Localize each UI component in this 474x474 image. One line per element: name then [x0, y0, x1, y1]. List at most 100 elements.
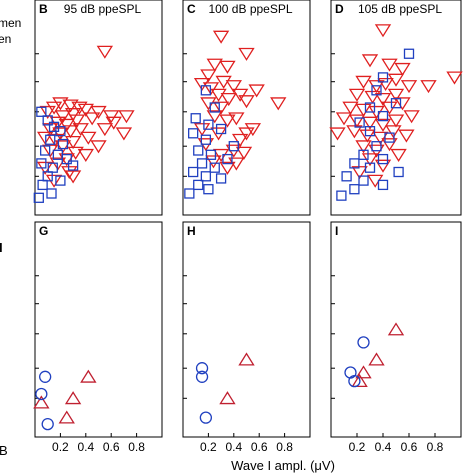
data-point-square: [55, 126, 66, 137]
data-point-triangle-down: [228, 112, 245, 126]
data-point-triangle-down: [83, 112, 101, 126]
data-point-triangle-down: [212, 30, 230, 44]
data-point-triangle-down: [355, 140, 372, 154]
left-clipped-fragments: men en I B: [0, 16, 21, 458]
data-point-square: [203, 119, 214, 130]
data-point-square: [215, 173, 227, 184]
series-square: [336, 48, 415, 201]
data-point-circle: [39, 370, 52, 383]
left-clip-text-1: men: [0, 16, 21, 30]
data-point-triangle-down: [58, 118, 75, 132]
data-point-triangle-down: [80, 131, 97, 145]
data-point-triangle-down: [374, 159, 392, 173]
panel-g: 0.2 0.4 0.6 0.8 G: [33, 221, 163, 454]
x-tick-label: 0.2: [349, 440, 366, 454]
x-tick-label: 0.2: [200, 440, 217, 454]
data-point-square: [57, 138, 69, 150]
data-point-square: [403, 48, 415, 59]
data-point-triangle-down: [39, 105, 56, 119]
panel-b: B 95 dB ppeSPL: [33, 0, 163, 216]
data-point-triangle-down: [64, 170, 82, 184]
series-triangle-up: [351, 322, 405, 388]
data-point-triangle-down: [61, 166, 78, 180]
data-point-triangle-down: [225, 80, 242, 94]
data-point-square: [228, 141, 239, 152]
plot-frame: [330, 221, 462, 438]
panel-letter: B: [39, 2, 48, 16]
data-point-square: [209, 102, 220, 113]
data-point-triangle-down: [420, 80, 437, 94]
data-point-triangle-up: [80, 369, 97, 383]
x-tick-label: 0.8: [427, 440, 444, 454]
data-point-square: [190, 113, 201, 124]
panel-d: D 105 dB ppeSPL: [329, 0, 463, 216]
data-point-triangle-up: [64, 391, 82, 405]
data-point-square: [341, 171, 352, 182]
data-point-triangle-up: [355, 365, 372, 379]
data-point-triangle-down: [235, 146, 253, 160]
data-point-circle: [357, 336, 370, 349]
data-point-triangle-down: [374, 118, 392, 132]
data-point-triangle-down: [372, 131, 389, 145]
data-point-triangle-down: [238, 47, 255, 61]
data-point-square: [209, 162, 220, 173]
plot-frame: [182, 0, 311, 216]
data-point-triangle-down: [206, 110, 223, 124]
series-triangle-down: [329, 24, 463, 188]
data-point-square: [349, 184, 360, 195]
plot-frame: [34, 221, 163, 438]
data-point-square: [390, 98, 402, 109]
data-point-triangle-down: [387, 114, 405, 128]
data-point-square: [215, 123, 227, 135]
data-point-triangle-down: [394, 97, 411, 111]
panel-i: 0.2 0.4 0.6 0.8 I: [330, 221, 462, 454]
data-point-triangle-down: [64, 135, 82, 150]
series-square: [33, 106, 79, 203]
data-point-square: [193, 179, 204, 191]
data-point-triangle-up: [33, 395, 50, 409]
plot-frame: [34, 0, 163, 216]
data-point-triangle-down: [105, 116, 122, 130]
data-point-triangle-down: [219, 114, 236, 128]
data-point-triangle-down: [54, 140, 72, 154]
data-point-square: [193, 145, 204, 156]
x-tick-label: 0.6: [401, 440, 418, 454]
series-triangle-up: [33, 369, 97, 424]
left-clip-letter-1: I: [0, 240, 3, 255]
data-point-square: [67, 160, 79, 171]
data-point-square: [377, 110, 389, 122]
data-point-triangle-down: [77, 148, 94, 162]
data-point-square: [36, 158, 47, 169]
data-point-triangle-down: [90, 140, 107, 154]
series-circle: [344, 336, 370, 388]
series-triangle-down: [193, 30, 287, 175]
series-circle: [195, 362, 213, 424]
data-point-triangle-down: [394, 62, 411, 76]
plot-frame: [330, 0, 462, 216]
data-point-triangle-down: [96, 45, 114, 59]
panel-c: C 100 dB ppeSPL: [182, 0, 311, 216]
panels-group: B 95 dB ppeSPL C 100 dB ppeSPL D 105 dB ppeSP…: [33, 0, 463, 454]
data-point-triangle-up: [219, 391, 236, 405]
data-point-triangle-down: [231, 133, 249, 147]
data-point-circle: [199, 411, 213, 424]
data-point-triangle-down: [52, 97, 69, 111]
data-point-triangle-down: [248, 84, 265, 98]
data-point-triangle-down: [361, 54, 379, 68]
panel-title: 95 dB ppeSPL: [64, 2, 142, 16]
panel-letter: G: [39, 224, 48, 238]
data-point-square: [222, 153, 233, 165]
data-point-triangle-down: [348, 114, 366, 128]
data-point-square: [45, 134, 56, 145]
data-point-triangle-down: [335, 112, 353, 126]
panel-title: 100 dB ppeSPL: [208, 2, 292, 16]
data-point-triangle-down: [210, 88, 227, 102]
data-point-square: [40, 145, 51, 156]
series-square: [184, 85, 239, 199]
data-point-triangle-down: [62, 125, 79, 139]
series-circle: [35, 370, 54, 431]
data-point-triangle-down: [52, 127, 69, 141]
data-point-triangle-down: [118, 110, 135, 124]
data-point-triangle-down: [238, 127, 255, 141]
data-point-square: [336, 190, 347, 201]
